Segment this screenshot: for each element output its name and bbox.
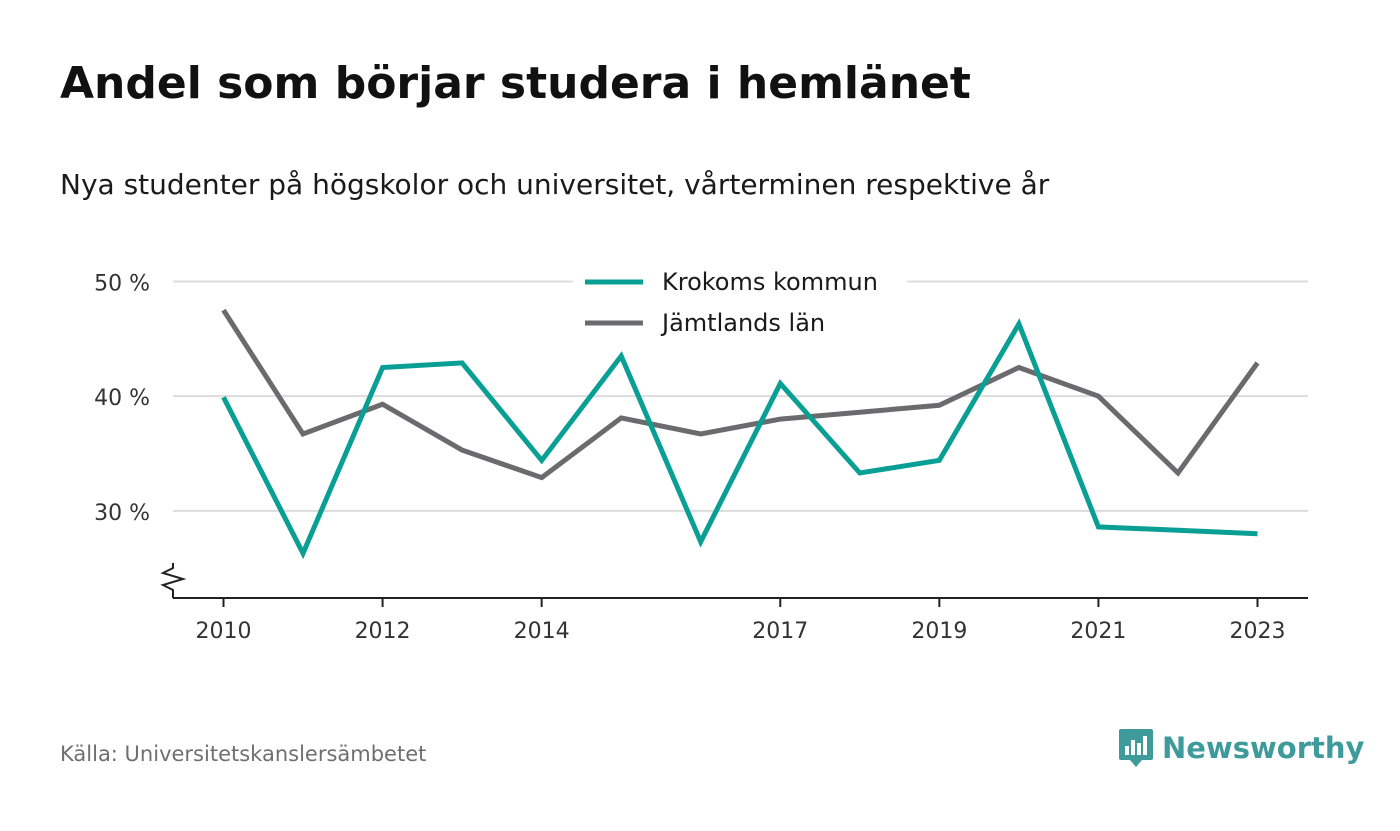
y-axis-ticks: 30 % 40 % 50 %	[94, 271, 150, 525]
legend: Krokoms kommun Jämtlands län	[573, 266, 907, 340]
legend-label: Krokoms kommun	[662, 268, 878, 296]
line-chart: 30 % 40 % 50 % 2010 2012 2014 2017 2019 2021 202…	[94, 266, 1308, 644]
x-tick-label: 2021	[1070, 619, 1126, 644]
x-tick-label: 2010	[196, 619, 252, 644]
series-line-0	[221, 318, 1258, 560]
axis-break-icon	[160, 563, 187, 598]
brand-name: Newsworthy	[1162, 731, 1365, 765]
x-tick-label: 2017	[752, 619, 808, 644]
y-tick-label: 40 %	[94, 386, 150, 411]
y-tick-label: 50 %	[94, 271, 150, 296]
newsworthy-logo-icon	[1119, 729, 1153, 767]
x-tick-label: 2014	[514, 619, 570, 644]
x-tick-label: 2023	[1230, 619, 1286, 644]
legend-background	[573, 266, 907, 340]
x-tick-label: 2019	[911, 619, 967, 644]
source-note: Källa: Universitetskanslersämbetet	[60, 742, 427, 766]
x-axis	[160, 563, 1308, 599]
legend-label: Jämtlands län	[660, 309, 825, 337]
series-lines	[221, 308, 1260, 560]
chart-title: Andel som börjar studera i hemlänet	[60, 58, 971, 109]
y-tick-label: 30 %	[94, 501, 150, 526]
x-tick-label: 2012	[355, 619, 411, 644]
chart-subtitle: Nya studenter på högskolor och universit…	[60, 168, 1050, 201]
series-line-1	[221, 308, 1260, 481]
x-axis-ticks: 2010 2012 2014 2017 2019 2021 2023	[196, 598, 1286, 644]
brand-logo: Newsworthy	[1118, 727, 1364, 769]
